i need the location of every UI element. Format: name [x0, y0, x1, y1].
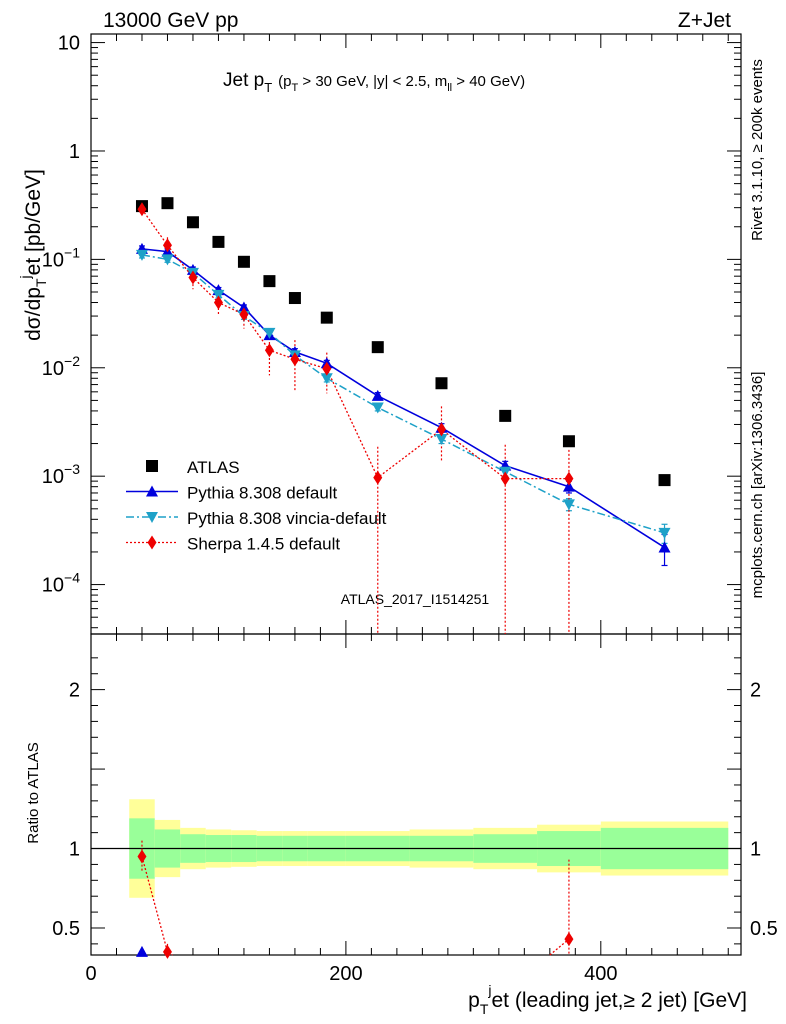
pythia-vincia-point [371, 402, 384, 414]
sherpa-point [239, 307, 249, 322]
sherpa-point [290, 352, 300, 367]
mcplots-label: mcplots.cern.ch [arXiv:1306.3436] [749, 372, 766, 599]
sherpa-point [264, 343, 274, 358]
pythia-vincia-point [263, 327, 276, 339]
uncertainty-bands [91, 799, 741, 898]
y-tick-label: 10 [58, 33, 80, 55]
pythia-vincia-point [161, 254, 174, 266]
sherpa-ratio-line [141, 856, 173, 956]
series-markers [135, 197, 671, 959]
analysis-id: ATLAS_2017_I1514251 [341, 591, 490, 607]
pythia-vincia-point [146, 512, 158, 523]
atlas-point [499, 409, 512, 422]
pythia-default-point [146, 485, 158, 497]
atlas-point [320, 311, 333, 324]
process-label: Z+Jet [678, 9, 731, 32]
rivet-version-label: Rivet 3.1.10, ≥ 200k events [749, 59, 766, 241]
y-tick-label: 1 [69, 141, 80, 163]
ratio-y-tick-label-right: 0.5 [750, 918, 778, 940]
sherpa-point [147, 535, 157, 550]
sherpa-point [162, 944, 172, 959]
pythia-default-point [562, 480, 575, 492]
sherpa-point [564, 932, 574, 947]
sherpa-ratio-line [549, 938, 570, 956]
pythia-vincia-point [135, 249, 148, 261]
atlas-point [186, 216, 199, 229]
sherpa-point [188, 270, 198, 285]
x-axis-label: pTjet (leading jet,≥ 2 jet) [GeV] [468, 982, 747, 1017]
sherpa-point [322, 361, 332, 376]
legend-label: Sherpa 1.4.5 default [187, 535, 340, 554]
sherpa-point [436, 422, 446, 437]
sherpa-point [162, 238, 172, 253]
ratio-panel-frame [90, 633, 742, 956]
pythia-vincia-point [658, 527, 671, 539]
ratio-y-tick-label-right: 1 [750, 839, 761, 861]
pythia-default-point [237, 301, 250, 313]
ratio-y-axis-label: Ratio to ATLAS [25, 742, 42, 843]
pythia-vincia-point [562, 499, 575, 511]
pythia-default-point [658, 541, 671, 553]
atlas-point [658, 474, 671, 487]
pythia-vincia-point [212, 289, 225, 301]
x-tick-label: 400 [584, 963, 617, 985]
axis-ticks: 0 200 400 10 1 10−1 10−2 10−3 10−4 2 2 1 1 0.5 0.5 [42, 33, 778, 985]
atlas-point [288, 292, 301, 305]
axes-frames [90, 33, 742, 956]
ratio-y-tick-label: 0.5 [52, 918, 80, 940]
pythia-vincia-point [320, 373, 333, 385]
legend-label: Pythia 8.308 default [187, 484, 338, 503]
main-y-axis-label: dσ/dpTjet [pb/GeV] [17, 169, 49, 341]
main-title: Jet pT (pT > 30 GeV, |y| < 2.5, mll > 40 … [223, 70, 525, 95]
sherpa-point [137, 849, 147, 864]
sherpa-point [137, 202, 147, 217]
atlas-point [435, 377, 448, 390]
sherpa-point [564, 471, 574, 486]
sherpa-point [373, 470, 383, 485]
atlas-point [371, 341, 384, 354]
atlas-point [212, 235, 225, 248]
x-tick-label: 0 [85, 963, 96, 985]
sherpa-point [213, 295, 223, 310]
y-tick-label: 10−4 [42, 570, 80, 597]
ratio-y-tick-label: 2 [69, 680, 80, 702]
legend-label: Pythia 8.308 vincia-default [187, 509, 387, 528]
atlas-point [146, 460, 158, 472]
ratio-y-tick-label: 1 [69, 839, 80, 861]
y-tick-label: 10−2 [42, 353, 80, 380]
atlas-point [161, 197, 174, 210]
ratio-y-tick-label-right: 2 [750, 680, 761, 702]
sherpa-line [141, 208, 569, 480]
pythia-default-point [371, 389, 384, 401]
atlas-point [237, 255, 250, 268]
x-tick-label: 200 [329, 963, 362, 985]
y-tick-label: 10−1 [42, 244, 80, 271]
y-tick-label: 10−3 [42, 461, 80, 488]
legend: ATLAS Pythia 8.308 default Pythia 8.308 vi… [126, 458, 387, 554]
pythia-vincia-point [435, 434, 448, 446]
sherpa-point [500, 471, 510, 486]
pythia-default-point [135, 945, 148, 957]
atlas-point [562, 435, 575, 448]
atlas-point [263, 275, 276, 288]
legend-label: ATLAS [187, 458, 240, 477]
energy-label: 13000 GeV pp [103, 9, 238, 32]
